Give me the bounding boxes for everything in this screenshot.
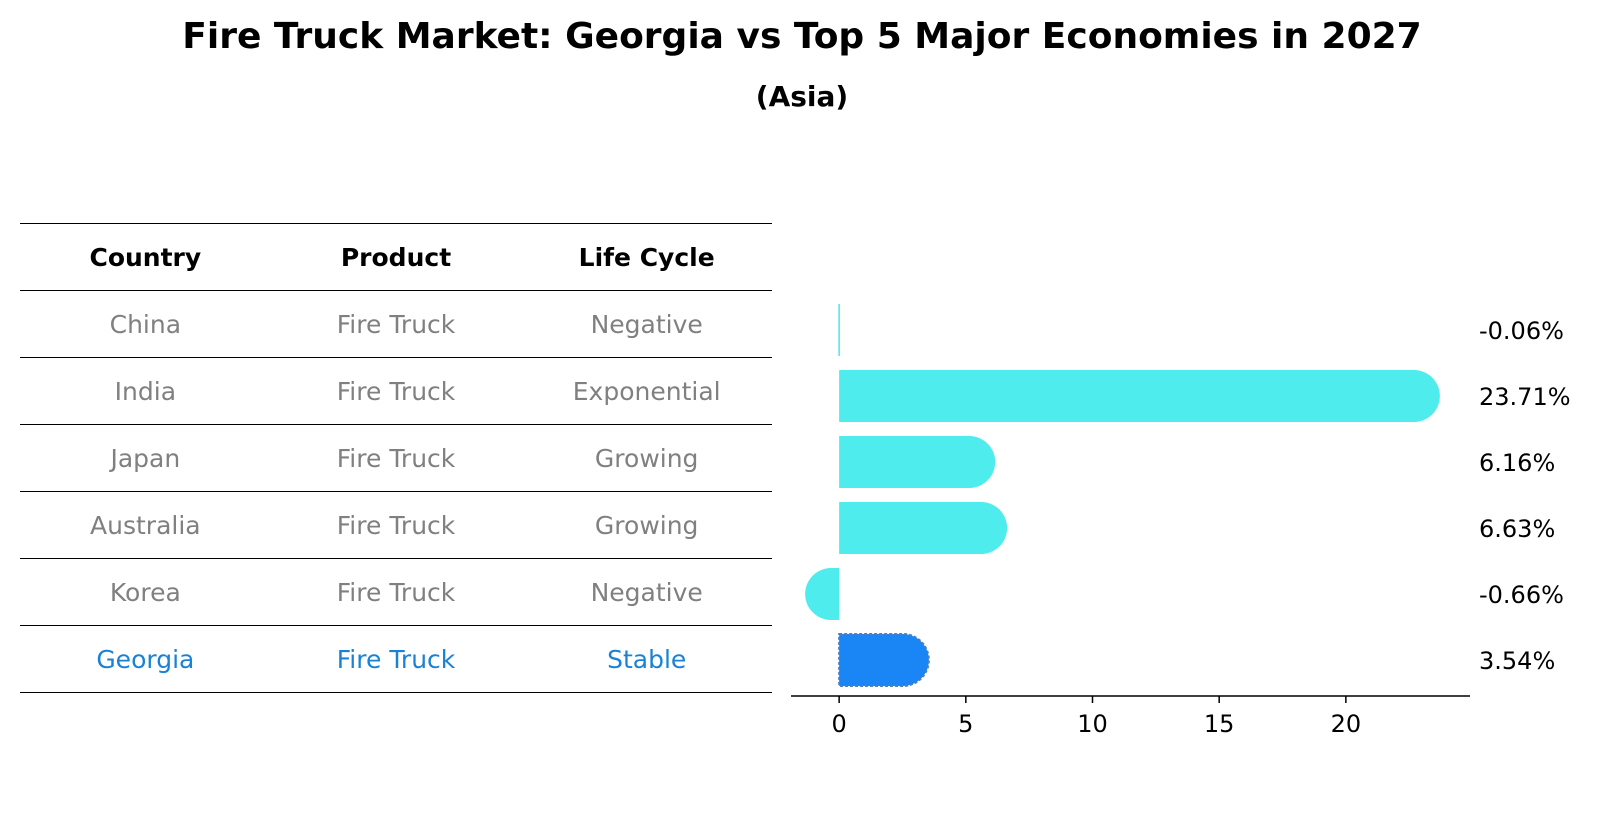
cell-country: Georgia [96, 644, 195, 674]
cell-product: Fire Truck [336, 510, 456, 540]
table-row: Korea Fire Truck Negative [20, 558, 772, 625]
value-label: 3.54% [1479, 647, 1555, 675]
x-tick-label: 0 [831, 710, 846, 738]
cell-country: China [109, 309, 182, 339]
header-country: Country [89, 242, 202, 272]
cell-product: Fire Truck [336, 644, 456, 674]
header-product: Product [340, 242, 452, 272]
table-row: Australia Fire Truck Growing [20, 491, 772, 558]
value-label: 23.71% [1479, 383, 1571, 411]
value-label: -0.66% [1479, 581, 1564, 609]
table-row-highlighted: Georgia Fire Truck Stable [20, 625, 772, 693]
table-header-row: Country Product Life Cycle [20, 223, 772, 290]
x-tick-label: 20 [1331, 710, 1362, 738]
value-label: 6.63% [1479, 515, 1555, 543]
bar-china [838, 304, 840, 356]
cell-country: India [114, 376, 177, 406]
x-tick-label: 10 [1077, 710, 1108, 738]
bar-japan [839, 436, 996, 488]
cell-product: Fire Truck [336, 309, 456, 339]
header-life-cycle: Life Cycle [578, 242, 715, 272]
value-label: -0.06% [1479, 317, 1564, 345]
chart-subtitle: (Asia) [755, 80, 849, 113]
cell-life-cycle: Growing [594, 443, 699, 473]
bar-india [839, 370, 1440, 422]
cell-product: Fire Truck [336, 443, 456, 473]
bar-korea [805, 568, 840, 620]
x-tick-label: 5 [958, 710, 973, 738]
cell-product: Fire Truck [336, 577, 456, 607]
cell-country: Australia [90, 510, 201, 540]
table-row: China Fire Truck Negative [20, 290, 772, 357]
bar-australia [839, 502, 1008, 554]
country-table: Country Product Life Cycle China Fire Tr… [20, 223, 772, 693]
cell-country: Korea [109, 577, 181, 607]
cell-country: Japan [110, 443, 181, 473]
value-label: 6.16% [1479, 449, 1555, 477]
chart-title: Fire Truck Market: Georgia vs Top 5 Majo… [182, 16, 1422, 57]
cell-life-cycle: Negative [590, 309, 703, 339]
cell-product: Fire Truck [336, 376, 456, 406]
cell-life-cycle: Exponential [572, 376, 721, 406]
bar-georgia [838, 633, 930, 687]
table-row: Japan Fire Truck Growing [20, 424, 772, 491]
table-row: India Fire Truck Exponential [20, 357, 772, 424]
cell-life-cycle: Growing [594, 510, 699, 540]
cell-life-cycle: Stable [607, 644, 687, 674]
cell-life-cycle: Negative [590, 577, 703, 607]
x-tick-label: 15 [1204, 710, 1235, 738]
